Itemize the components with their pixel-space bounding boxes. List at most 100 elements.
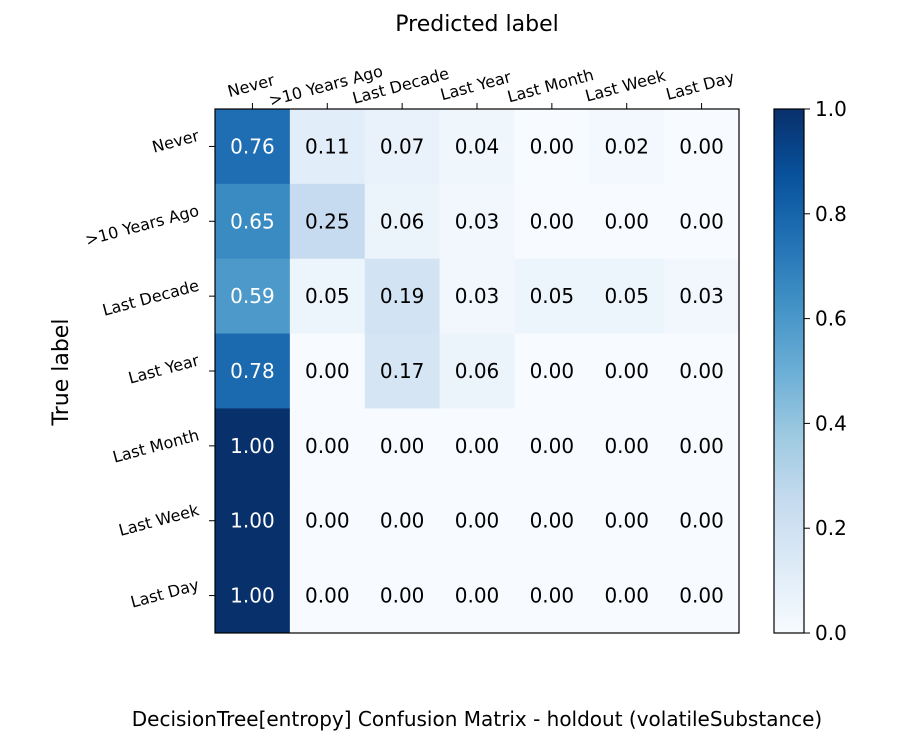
cell-value-label: 1.00 [230, 584, 275, 608]
cell-value-label: 0.00 [530, 434, 575, 458]
cell-value-label: 0.04 [455, 134, 500, 158]
heatmap-cell [289, 558, 366, 634]
heatmap-cell [215, 483, 291, 559]
cell-value-label: 0.00 [380, 434, 425, 458]
cell-value-label: 0.00 [604, 209, 649, 233]
heatmap-cell [664, 183, 740, 260]
y-tick-label: Last Decade [100, 276, 201, 320]
x-tick-label: Last Week [583, 66, 668, 106]
heatmap-cell [364, 183, 441, 260]
heatmap-cell [589, 109, 665, 185]
cell-value-label: 0.00 [604, 434, 649, 458]
heatmap-cell [664, 109, 740, 185]
y-tick-label: Last Week [117, 500, 202, 540]
cell-value-label: 0.00 [604, 584, 649, 608]
heatmap-cell [514, 183, 590, 260]
heatmap-cell [664, 333, 740, 409]
cell-value-label: 0.25 [305, 209, 350, 233]
cell-value-label: 0.00 [380, 584, 425, 608]
cell-value-label: 0.03 [455, 284, 500, 308]
cell-value-label: 0.00 [679, 359, 724, 383]
cell-value-label: 0.65 [230, 209, 275, 233]
heatmap-cell [514, 109, 590, 185]
cell-value-label: 0.00 [604, 509, 649, 533]
cell-value-label: 0.02 [604, 134, 649, 158]
cell-value-label: 0.00 [305, 509, 350, 533]
heatmap-cell [215, 408, 291, 484]
heatmap-cell [439, 408, 515, 484]
cell-value-label: 1.00 [230, 509, 275, 533]
heatmap-cell [364, 408, 441, 484]
colorbar-tick-label: 0.6 [815, 307, 847, 331]
heatmap-cell [439, 483, 515, 559]
heatmap-cell [364, 483, 441, 559]
cell-value-label: 0.00 [530, 509, 575, 533]
heatmap-cell [289, 408, 366, 484]
heatmap-cell [589, 408, 665, 484]
cell-value-label: 0.00 [305, 434, 350, 458]
heatmap-cell [215, 183, 291, 260]
heatmap-cell [514, 483, 590, 559]
cell-value-label: 0.05 [530, 284, 575, 308]
colorbar-tick-label: 0.8 [815, 202, 847, 226]
colorbar-tick-label: 1.0 [815, 97, 847, 121]
cell-value-label: 0.00 [604, 359, 649, 383]
heatmap-cell [664, 408, 740, 484]
heatmap-cell [514, 408, 590, 484]
cell-value-label: 0.07 [380, 134, 425, 158]
cell-value-label: 0.06 [455, 359, 500, 383]
cell-value-label: 0.59 [230, 284, 275, 308]
heatmap-cell [364, 558, 441, 634]
heatmap-cell [364, 333, 441, 409]
heatmap-cell [589, 333, 665, 409]
cell-value-label: 0.78 [230, 359, 275, 383]
cell-value-label: 0.00 [380, 509, 425, 533]
heatmap-cell [514, 258, 590, 335]
cell-value-label: 0.00 [679, 134, 724, 158]
heatmap-cells [215, 109, 740, 634]
y-tick-label: Last Day [128, 575, 201, 611]
heatmap-cell [589, 558, 665, 634]
cell-value-label: 0.00 [530, 359, 575, 383]
heatmap-cell [589, 483, 665, 559]
heatmap-cell [439, 109, 515, 185]
heatmap-cell [589, 258, 665, 335]
y-axis-label: True label [49, 319, 74, 427]
heatmap-cell [664, 558, 740, 634]
heatmap-cell [439, 258, 515, 335]
heatmap-cell [215, 333, 291, 409]
cell-value-label: 0.00 [305, 584, 350, 608]
chart-title: DecisionTree[entropy] Confusion Matrix -… [132, 707, 822, 731]
cell-value-label: 0.00 [530, 134, 575, 158]
cell-value-label: 0.00 [679, 434, 724, 458]
y-tick-label: Never [150, 126, 201, 157]
cell-value-label: 0.00 [455, 584, 500, 608]
cell-value-label: 0.03 [455, 209, 500, 233]
heatmap-cell [289, 483, 366, 559]
cell-value-label: 0.03 [679, 284, 724, 308]
heatmap-cell [215, 558, 291, 634]
cell-value-label: 0.00 [455, 509, 500, 533]
y-tick-label: Last Year [126, 350, 201, 387]
heatmap-cell [289, 109, 366, 185]
colorbar-ticks: 0.0 0.2 0.4 0.6 0.8 1.0 [804, 97, 847, 645]
heatmap-cell [439, 333, 515, 409]
heatmap-cell [289, 183, 366, 260]
heatmap-cell [215, 258, 291, 335]
colorbar-tick-label: 0.2 [815, 516, 847, 540]
heatmap-cell [364, 258, 441, 335]
heatmap-cell [439, 183, 515, 260]
heatmap-cell [514, 333, 590, 409]
cell-value-label: 0.17 [380, 359, 425, 383]
colorbar-tick-label: 0.0 [815, 621, 847, 645]
cell-value-label: 0.06 [380, 209, 425, 233]
cell-value-label: 0.05 [305, 284, 350, 308]
cell-value-label: 0.00 [455, 434, 500, 458]
heatmap-cell [215, 109, 291, 185]
heatmap-cell [439, 558, 515, 634]
cell-value-label: 0.00 [530, 209, 575, 233]
heatmap-cell [664, 483, 740, 559]
cell-value-label: 1.00 [230, 434, 275, 458]
y-tick-label: >10 Years Ago [83, 201, 201, 250]
